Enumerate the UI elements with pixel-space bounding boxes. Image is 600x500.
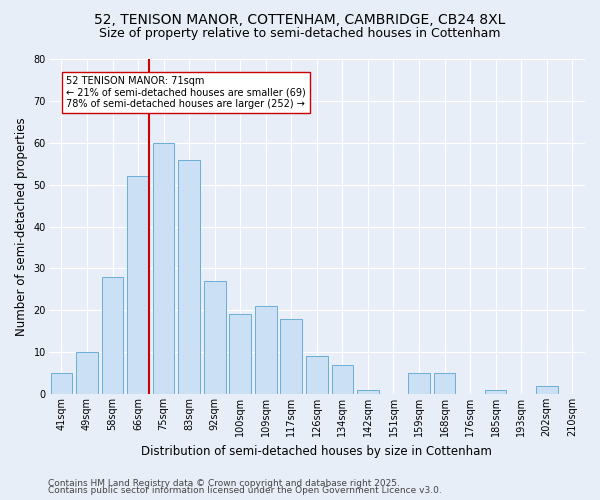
Bar (229, 314, 251, 394)
Bar (204, 281, 226, 394)
Y-axis label: Number of semi-detached properties: Number of semi-detached properties (15, 117, 28, 336)
Bar (434, 373, 455, 394)
Text: 52 TENISON MANOR: 71sqm
← 21% of semi-detached houses are smaller (69)
78% of se: 52 TENISON MANOR: 71sqm ← 21% of semi-de… (66, 76, 306, 109)
Bar (408, 373, 430, 394)
X-axis label: Distribution of semi-detached houses by size in Cottenham: Distribution of semi-detached houses by … (142, 444, 492, 458)
Bar (178, 160, 200, 394)
Bar (76, 352, 98, 394)
Bar (127, 176, 149, 394)
Bar (357, 390, 379, 394)
Bar (332, 364, 353, 394)
Bar (280, 318, 302, 394)
Bar (255, 306, 277, 394)
Bar (536, 386, 557, 394)
Text: Contains public sector information licensed under the Open Government Licence v3: Contains public sector information licen… (48, 486, 442, 495)
Bar (306, 356, 328, 394)
Text: 52, TENISON MANOR, COTTENHAM, CAMBRIDGE, CB24 8XL: 52, TENISON MANOR, COTTENHAM, CAMBRIDGE,… (94, 12, 506, 26)
Bar (50, 373, 73, 394)
Text: Contains HM Land Registry data © Crown copyright and database right 2025.: Contains HM Land Registry data © Crown c… (48, 478, 400, 488)
Bar (485, 390, 506, 394)
Bar (153, 143, 175, 394)
Text: Size of property relative to semi-detached houses in Cottenham: Size of property relative to semi-detach… (99, 28, 501, 40)
Bar (101, 277, 124, 394)
